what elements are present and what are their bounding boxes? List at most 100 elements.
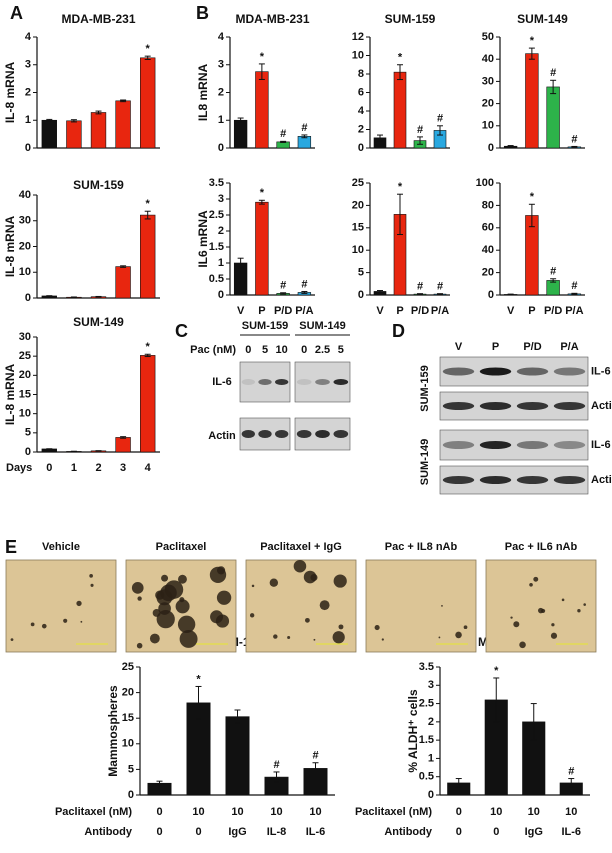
x-tick-label: 1 bbox=[71, 462, 77, 474]
significance-mark: # bbox=[417, 124, 423, 136]
x-row-label: IL-8 bbox=[267, 826, 287, 838]
row-label: IL-6 bbox=[591, 365, 611, 377]
x-row-label: 10 bbox=[270, 806, 282, 818]
group-label: SUM-159 bbox=[242, 320, 288, 332]
blot-box bbox=[439, 429, 589, 461]
significance-mark: * bbox=[260, 187, 265, 199]
x-tick-label: 3 bbox=[120, 462, 126, 474]
bar bbox=[115, 100, 131, 149]
y-tick-label: 2.5 bbox=[419, 697, 434, 709]
blot-band bbox=[442, 367, 475, 376]
blot-band bbox=[275, 379, 289, 385]
panel-letter: E bbox=[5, 537, 17, 557]
blot-band bbox=[241, 430, 255, 438]
sphere bbox=[175, 599, 190, 614]
blot-band bbox=[442, 441, 475, 449]
y-tick-label: 0 bbox=[488, 142, 494, 154]
sphere bbox=[455, 631, 462, 639]
blot-band bbox=[553, 476, 586, 484]
micrograph-title: Pac + IL8 nAb bbox=[385, 541, 458, 553]
significance-mark: * bbox=[398, 181, 403, 193]
x-row-label: 10 bbox=[231, 806, 243, 818]
chart-title: SUM-149 bbox=[517, 12, 568, 26]
y-tick-label: 0 bbox=[218, 289, 224, 301]
x-row-label: 0 bbox=[493, 826, 499, 838]
y-tick-label: 20 bbox=[122, 687, 134, 699]
y-tick-label: 6 bbox=[358, 86, 364, 98]
significance-mark: # bbox=[571, 133, 577, 145]
x-tick-label: V bbox=[507, 305, 515, 317]
panel-letter: A bbox=[10, 3, 23, 23]
sphere bbox=[156, 589, 173, 606]
micrograph-title: Vehicle bbox=[42, 541, 80, 553]
significance-mark: # bbox=[550, 266, 556, 278]
lane-label: P/A bbox=[560, 341, 578, 353]
significance-mark: # bbox=[312, 750, 318, 762]
significance-mark: # bbox=[437, 281, 443, 293]
blot-band bbox=[296, 379, 312, 385]
bar bbox=[225, 716, 250, 796]
blot-band bbox=[333, 430, 349, 438]
sphere bbox=[161, 574, 169, 582]
micrograph bbox=[365, 559, 477, 653]
bar bbox=[115, 266, 131, 299]
y-tick-label: 10 bbox=[19, 266, 31, 278]
x-row-label: 0 bbox=[456, 806, 462, 818]
y-tick-label: 0 bbox=[25, 142, 31, 154]
x-tick-label: 4 bbox=[145, 462, 152, 474]
significance-mark: # bbox=[437, 113, 443, 125]
x-row-title: Paclitaxel (nM) bbox=[55, 806, 132, 818]
y-tick-label: 30 bbox=[19, 215, 31, 227]
bar bbox=[546, 280, 560, 296]
y-tick-label: 20 bbox=[482, 98, 494, 110]
group-label: SUM-149 bbox=[419, 439, 431, 485]
sphere bbox=[510, 616, 513, 619]
x-tick-label: P bbox=[258, 305, 265, 317]
y-tick-label: 2 bbox=[358, 123, 364, 135]
blot-band bbox=[296, 430, 312, 438]
sphere bbox=[551, 623, 555, 627]
x-tick-label: P/D bbox=[544, 305, 562, 317]
bar bbox=[90, 112, 107, 149]
y-tick-label: 0 bbox=[358, 289, 364, 301]
blot-band bbox=[241, 379, 255, 385]
sphere bbox=[374, 625, 380, 631]
x-row-label: IgG bbox=[228, 826, 246, 838]
chart-title: SUM-159 bbox=[385, 12, 436, 26]
bar bbox=[140, 355, 156, 453]
y-tick-label: 1.5 bbox=[209, 241, 224, 253]
y-tick-label: 10 bbox=[352, 244, 364, 256]
blot-band bbox=[516, 367, 549, 376]
sphere bbox=[137, 596, 142, 601]
bar bbox=[66, 120, 82, 149]
sphere bbox=[149, 633, 160, 644]
blot-band bbox=[315, 430, 330, 438]
y-tick-label: 12 bbox=[352, 31, 364, 43]
y-tick-label: 4 bbox=[358, 105, 365, 117]
blot-band bbox=[333, 379, 349, 385]
lane-label: P/D bbox=[523, 341, 541, 353]
y-tick-label: 0.5 bbox=[419, 771, 434, 783]
x-row-title: Antibody bbox=[384, 826, 433, 838]
blot-band bbox=[553, 367, 586, 376]
y-tick-label: 0 bbox=[428, 789, 434, 801]
x-row-label: 10 bbox=[565, 806, 577, 818]
sphere bbox=[550, 632, 558, 639]
significance-mark: # bbox=[273, 759, 279, 771]
x-tick-label: 0 bbox=[46, 462, 52, 474]
significance-mark: # bbox=[550, 67, 556, 79]
sphere bbox=[463, 625, 468, 630]
x-row-label: IL-6 bbox=[306, 826, 326, 838]
row-label: IL-6 bbox=[591, 439, 611, 451]
x-row-label: 0 bbox=[195, 826, 201, 838]
group-label: SUM-159 bbox=[419, 365, 431, 411]
significance-mark: # bbox=[568, 765, 574, 777]
blot-band bbox=[479, 441, 512, 449]
y-tick-label: 10 bbox=[482, 120, 494, 132]
sphere bbox=[80, 620, 83, 623]
y-tick-label: 2.5 bbox=[209, 209, 224, 221]
y-tick-label: 0 bbox=[358, 142, 364, 154]
sphere bbox=[209, 566, 227, 584]
panel-letter: B bbox=[196, 3, 209, 23]
